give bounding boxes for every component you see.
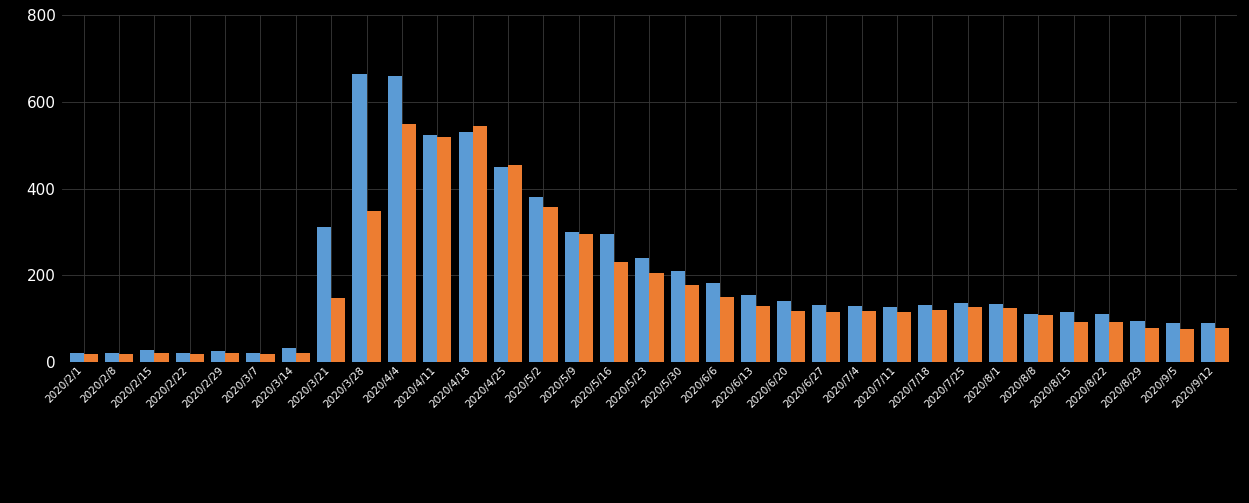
- Bar: [1024, 313, 1038, 362]
- Bar: [508, 165, 522, 362]
- Bar: [791, 311, 806, 362]
- Bar: [989, 304, 1003, 362]
- Bar: [493, 167, 508, 362]
- Bar: [225, 354, 240, 362]
- Bar: [1038, 315, 1053, 362]
- Bar: [777, 301, 791, 362]
- Bar: [706, 283, 721, 362]
- Bar: [1095, 313, 1109, 362]
- Bar: [402, 124, 416, 362]
- Bar: [649, 273, 663, 362]
- Bar: [565, 232, 578, 362]
- Bar: [543, 207, 557, 362]
- Bar: [105, 353, 119, 362]
- Bar: [684, 285, 699, 362]
- Bar: [176, 353, 190, 362]
- Bar: [721, 297, 734, 362]
- Bar: [1059, 312, 1074, 362]
- Bar: [317, 227, 331, 362]
- Bar: [437, 137, 451, 362]
- Bar: [472, 126, 487, 362]
- Bar: [671, 271, 684, 362]
- Bar: [1144, 328, 1159, 362]
- Bar: [1003, 308, 1017, 362]
- Bar: [211, 351, 225, 362]
- Bar: [70, 353, 84, 362]
- Bar: [84, 354, 97, 362]
- Bar: [848, 306, 862, 362]
- Bar: [636, 258, 649, 362]
- Bar: [458, 132, 472, 362]
- Bar: [530, 197, 543, 362]
- Bar: [1074, 322, 1088, 362]
- Bar: [387, 76, 402, 362]
- Bar: [756, 306, 769, 362]
- Bar: [296, 353, 310, 362]
- Bar: [366, 211, 381, 362]
- Bar: [1215, 328, 1229, 362]
- Bar: [1202, 323, 1215, 362]
- Bar: [1130, 321, 1144, 362]
- Bar: [246, 353, 261, 362]
- Bar: [953, 303, 968, 362]
- Bar: [190, 354, 204, 362]
- Bar: [615, 263, 628, 362]
- Bar: [331, 298, 346, 362]
- Bar: [119, 354, 134, 362]
- Bar: [862, 311, 876, 362]
- Bar: [812, 305, 827, 362]
- Bar: [261, 354, 275, 362]
- Bar: [155, 353, 169, 362]
- Bar: [600, 234, 615, 362]
- Bar: [1165, 323, 1180, 362]
- Bar: [883, 307, 897, 362]
- Bar: [1109, 322, 1123, 362]
- Bar: [140, 350, 155, 362]
- Bar: [578, 234, 593, 362]
- Bar: [1180, 329, 1194, 362]
- Bar: [918, 305, 933, 362]
- Bar: [933, 310, 947, 362]
- Bar: [352, 73, 366, 362]
- Bar: [968, 307, 982, 362]
- Bar: [897, 312, 912, 362]
- Bar: [827, 312, 841, 362]
- Bar: [423, 135, 437, 362]
- Bar: [742, 295, 756, 362]
- Bar: [282, 348, 296, 362]
